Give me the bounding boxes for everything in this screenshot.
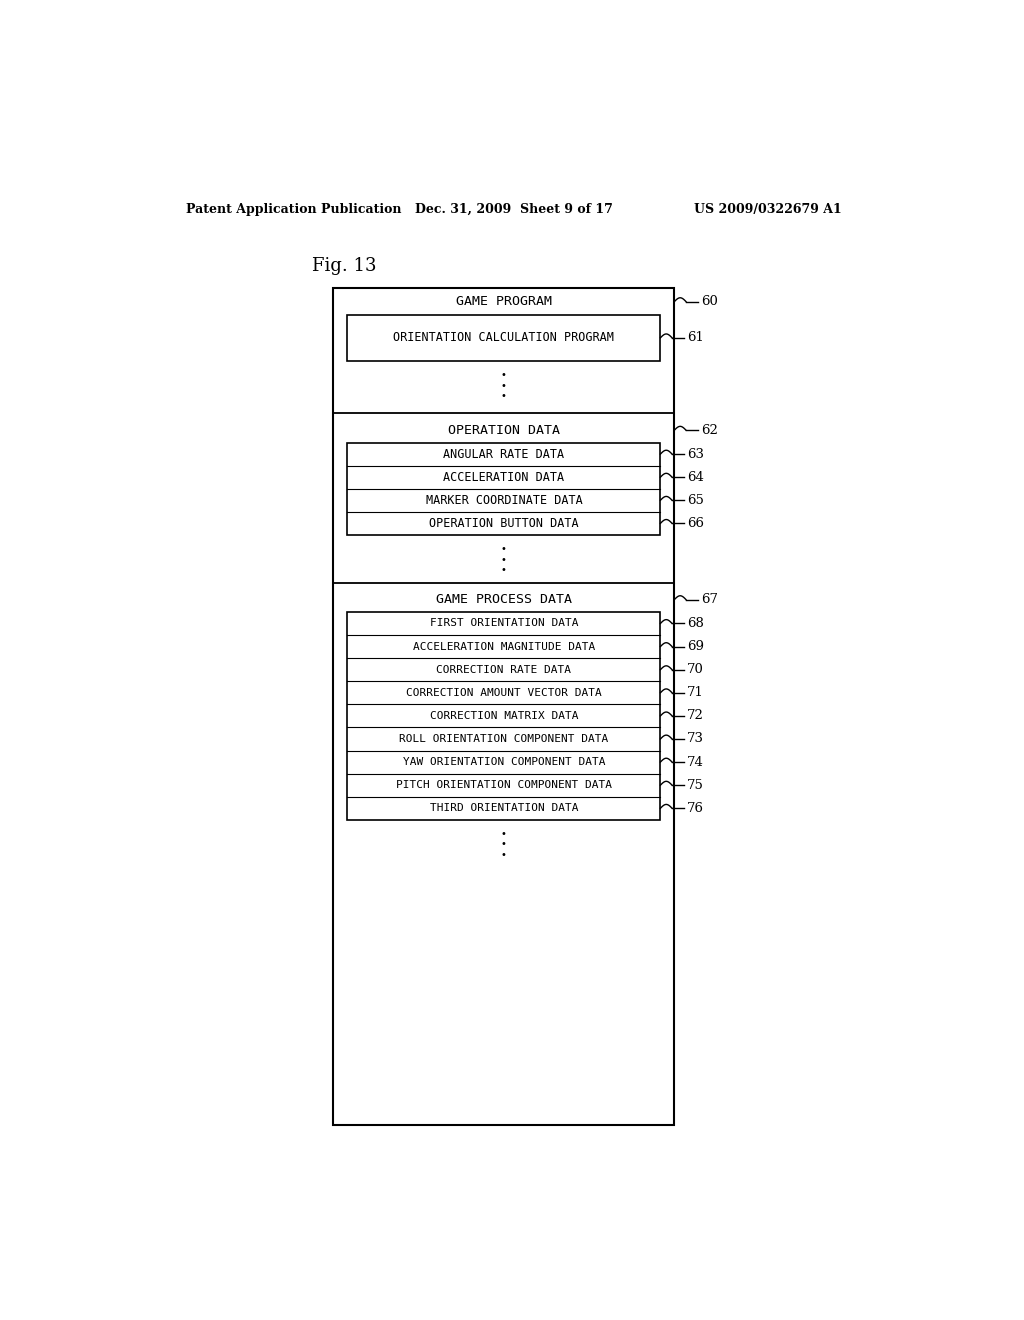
Text: •: • — [501, 391, 507, 401]
Text: Fig. 13: Fig. 13 — [312, 257, 377, 275]
Text: 63: 63 — [687, 447, 703, 461]
Text: •: • — [501, 565, 507, 576]
Text: ORIENTATION CALCULATION PROGRAM: ORIENTATION CALCULATION PROGRAM — [393, 331, 614, 345]
Text: GAME PROCESS DATA: GAME PROCESS DATA — [436, 593, 571, 606]
Text: •: • — [501, 840, 507, 850]
Text: GAME PROGRAM: GAME PROGRAM — [456, 296, 552, 308]
Text: 74: 74 — [687, 755, 703, 768]
Text: MARKER COORDINATE DATA: MARKER COORDINATE DATA — [426, 494, 583, 507]
Text: 69: 69 — [687, 640, 703, 653]
Text: 72: 72 — [687, 709, 703, 722]
Text: 70: 70 — [687, 663, 703, 676]
Text: 61: 61 — [687, 331, 703, 345]
Text: CORRECTION RATE DATA: CORRECTION RATE DATA — [436, 665, 571, 675]
Text: ROLL ORIENTATION COMPONENT DATA: ROLL ORIENTATION COMPONENT DATA — [399, 734, 608, 744]
Text: OPERATION DATA: OPERATION DATA — [447, 424, 560, 437]
Text: THIRD ORIENTATION DATA: THIRD ORIENTATION DATA — [430, 804, 579, 813]
Text: 75: 75 — [687, 779, 703, 792]
Text: •: • — [501, 850, 507, 861]
Text: 71: 71 — [687, 686, 703, 700]
Polygon shape — [347, 314, 660, 360]
Text: 64: 64 — [687, 471, 703, 483]
Text: ACCELERATION MAGNITUDE DATA: ACCELERATION MAGNITUDE DATA — [413, 642, 595, 652]
Text: YAW ORIENTATION COMPONENT DATA: YAW ORIENTATION COMPONENT DATA — [402, 758, 605, 767]
Text: Dec. 31, 2009  Sheet 9 of 17: Dec. 31, 2009 Sheet 9 of 17 — [415, 203, 612, 216]
Text: 65: 65 — [687, 494, 703, 507]
Text: •: • — [501, 829, 507, 838]
Text: 76: 76 — [687, 801, 703, 814]
Text: 73: 73 — [687, 733, 703, 746]
Text: •: • — [501, 370, 507, 380]
Text: CORRECTION MATRIX DATA: CORRECTION MATRIX DATA — [430, 711, 579, 721]
Text: OPERATION BUTTON DATA: OPERATION BUTTON DATA — [429, 517, 579, 529]
Text: •: • — [501, 554, 507, 565]
Text: ACCELERATION DATA: ACCELERATION DATA — [443, 471, 564, 483]
Text: CORRECTION AMOUNT VECTOR DATA: CORRECTION AMOUNT VECTOR DATA — [406, 688, 602, 698]
Text: PITCH ORIENTATION COMPONENT DATA: PITCH ORIENTATION COMPONENT DATA — [396, 780, 612, 791]
Text: •: • — [501, 544, 507, 554]
Text: US 2009/0322679 A1: US 2009/0322679 A1 — [693, 203, 842, 216]
Text: Patent Application Publication: Patent Application Publication — [186, 203, 401, 216]
Text: FIRST ORIENTATION DATA: FIRST ORIENTATION DATA — [430, 619, 579, 628]
Text: 66: 66 — [687, 517, 703, 529]
Text: 67: 67 — [700, 593, 718, 606]
Text: 60: 60 — [700, 296, 718, 308]
Text: •: • — [501, 380, 507, 391]
Text: 68: 68 — [687, 616, 703, 630]
Text: 62: 62 — [700, 424, 718, 437]
Text: ANGULAR RATE DATA: ANGULAR RATE DATA — [443, 447, 564, 461]
